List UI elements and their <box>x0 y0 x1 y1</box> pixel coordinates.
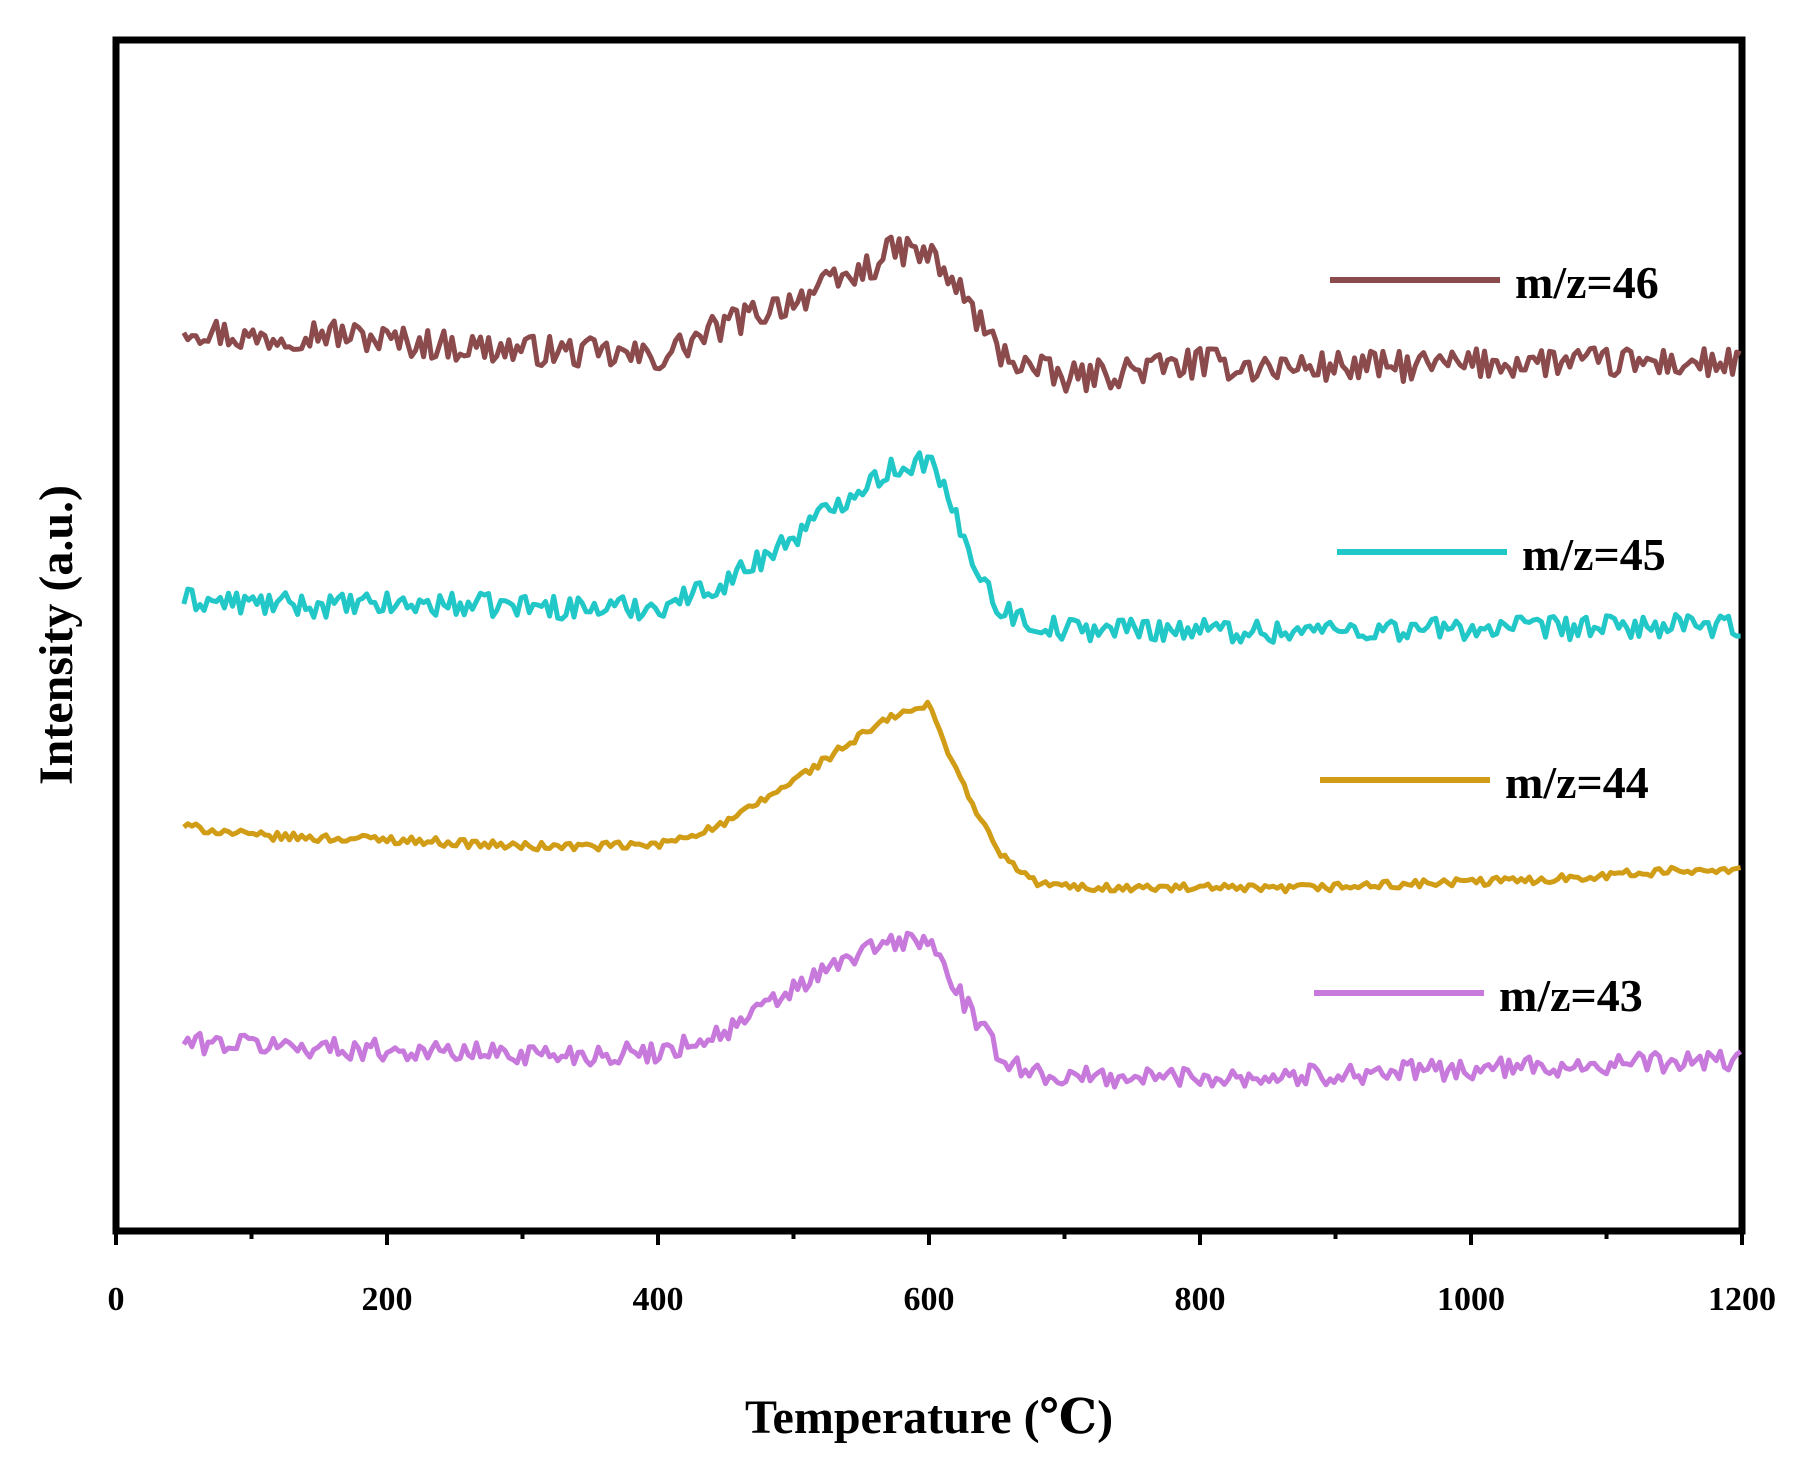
series-line-m/z=45 <box>181 450 1741 645</box>
x-tick-label-400: 400 <box>633 1281 684 1318</box>
x-tick-label-600: 600 <box>904 1281 955 1318</box>
legend: m/z=46 m/z=45 m/z=44 m/z=43 <box>1314 257 1666 1021</box>
series-line-m/z=44 <box>182 699 1742 895</box>
x-axis-title: Temperature (℃) <box>745 1391 1113 1444</box>
legend-label-m/z=44: m/z=44 <box>1505 757 1649 808</box>
x-tick-label-1200: 1200 <box>1708 1281 1776 1318</box>
series-lines <box>181 234 1743 1090</box>
legend-label-m/z=46: m/z=46 <box>1515 257 1659 308</box>
series-line-m/z=43 <box>181 930 1743 1090</box>
series-line-m/z=46 <box>181 234 1742 394</box>
y-axis-title: Intensity (a.u.) <box>30 485 83 785</box>
x-tick-label-200: 200 <box>362 1281 413 1318</box>
x-tick-label-1000: 1000 <box>1437 1281 1505 1318</box>
legend-label-m/z=43: m/z=43 <box>1499 970 1643 1021</box>
x-axis-tick-labels: 0 200 400 600 800 1000 1200 <box>108 1281 1777 1318</box>
legend-label-m/z=45: m/z=45 <box>1522 529 1666 580</box>
x-axis-ticks <box>114 1231 1744 1245</box>
x-tick-label-800: 800 <box>1175 1281 1226 1318</box>
x-tick-label-0: 0 <box>108 1281 125 1318</box>
